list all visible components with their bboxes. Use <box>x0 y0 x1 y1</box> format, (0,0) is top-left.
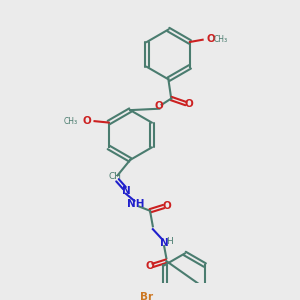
Text: O: O <box>82 116 91 126</box>
Text: H: H <box>166 237 172 246</box>
Text: Br: Br <box>140 292 153 300</box>
Text: CH₃: CH₃ <box>63 117 78 126</box>
Text: NH: NH <box>127 199 145 209</box>
Text: N: N <box>160 238 169 248</box>
Text: CH₃: CH₃ <box>213 35 227 44</box>
Text: O: O <box>155 101 164 111</box>
Text: CH: CH <box>108 172 121 182</box>
Text: O: O <box>145 261 154 271</box>
Text: N: N <box>122 186 130 196</box>
Text: O: O <box>185 99 194 109</box>
Text: O: O <box>163 201 171 211</box>
Text: O: O <box>207 34 216 44</box>
